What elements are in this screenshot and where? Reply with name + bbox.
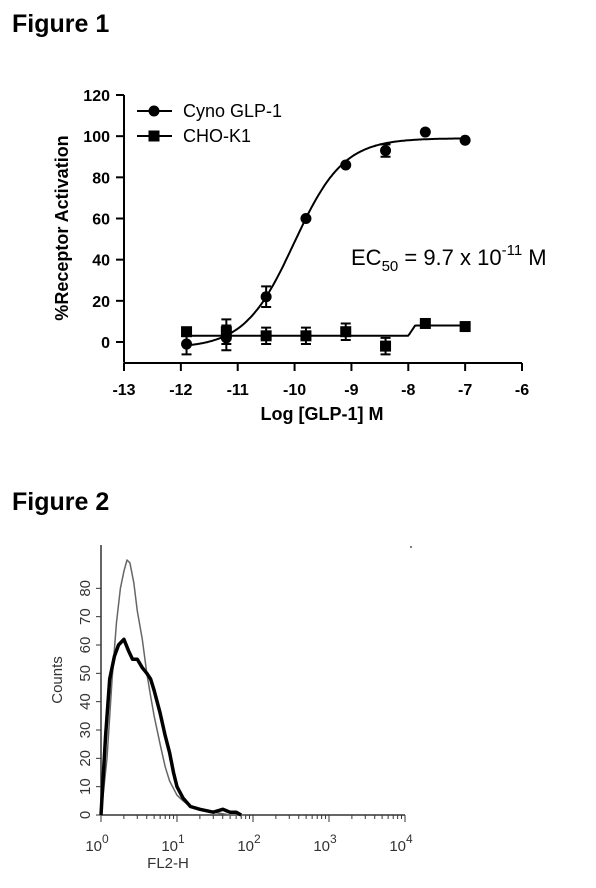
cho-k1-data-point [419,317,431,329]
legend-square-marker [148,130,160,142]
legend-label: Cyno GLP-1 [183,101,282,121]
x-tick-label: -7 [458,382,472,399]
y-tick-label: 60 [77,637,94,654]
figure-1-annotation: EC50 = 9.7 x 10-11 M [351,242,547,275]
cyno-glp1-fit-curve [186,137,466,347]
y-tick-label: 60 [92,212,110,229]
figure-1-legend: Cyno GLP-1 CHO-K1 [137,101,282,146]
cho-k1-data-point [380,340,392,352]
cho-k1-data-point [340,326,352,338]
x-tick-label: -10 [283,382,306,399]
x-tick-label: -6 [515,382,529,399]
x-tick-label: 100 [85,832,109,855]
legend-circle-marker [148,105,160,117]
y-tick-label: 80 [77,580,94,597]
figure-1-data-points [181,126,471,356]
y-axis-label: Counts [49,656,66,704]
cyno-glp1-data-point [419,126,431,138]
cyno-glp1-data-point [380,145,392,157]
cyno-glp1-data-point [181,338,193,350]
y-tick-label: 40 [77,693,94,710]
figure-2-axes: 0 10 20 30 40 50 60 70 80 100 101 102 103 104 FL2-H Cou… [49,545,413,872]
y-tick-label: 70 [77,608,94,625]
cho-k1-data-point [300,330,312,342]
y-tick-label: 40 [92,253,110,270]
y-tick-label: 30 [77,722,94,739]
x-axis-label: Log [GLP-1] M [261,404,384,424]
figure-1-title: Figure 1 [12,10,110,38]
cyno-glp1-data-point [459,134,471,146]
y-axis-label: %Receptor Activation [52,135,72,320]
cyno-glp1-data-point [340,159,352,171]
y-tick-label: 80 [92,170,110,187]
ec50-annotation: EC50 = 9.7 x 10-11 M [351,242,547,275]
cho-k1-data-point [459,321,471,333]
y-tick-label: 120 [83,88,110,105]
x-tick-label: 102 [237,832,261,855]
figure-1-axes: 0 20 40 60 80 100 120 -13 -12 -11 -10 -9 -8 -7 -6 Log [… [52,88,529,424]
x-tick-label: -11 [227,382,249,399]
y-tick-label: 0 [101,335,110,352]
x-tick-label: -8 [401,382,415,399]
x-tick-label: -13 [112,382,135,399]
cho-k1-data-point [220,326,232,338]
cho-k1-data-point [181,326,193,338]
x-tick-label: -9 [344,382,358,399]
cho-k1-fit-curve [186,324,466,337]
y-tick-label: 10 [77,778,94,795]
figure-1-fit-curves [186,137,466,347]
figure-2-title: Figure 2 [12,488,110,516]
y-tick-label: 20 [77,750,94,767]
plot-corner-mark [410,546,412,548]
thick-histogram-line [99,637,243,817]
cyno-glp1-data-point [300,213,312,224]
x-tick-label: -12 [169,382,192,399]
cyno-glp1-data-point [260,291,272,303]
y-tick-label: 20 [92,294,110,311]
y-tick-label: 0 [77,811,94,819]
y-tick-label: 100 [83,129,110,146]
x-tick-label: 101 [161,832,185,855]
cho-k1-data-point [260,330,272,342]
y-tick-label: 50 [77,665,94,682]
x-tick-label: 104 [389,832,413,855]
x-axis-label: FL2-H [147,855,189,872]
figure-2-histograms [99,559,246,817]
legend-label: CHO-K1 [183,126,251,146]
x-tick-label: 103 [313,832,337,855]
